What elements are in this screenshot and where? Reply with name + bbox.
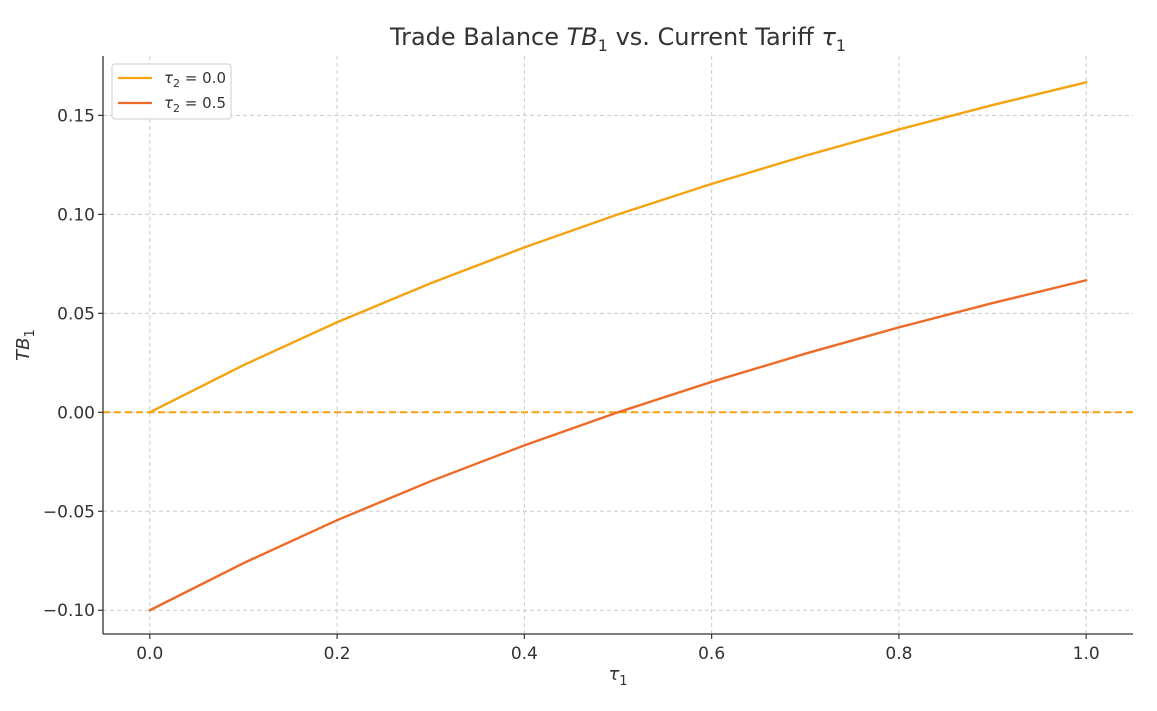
x-axis-label: τ1 bbox=[608, 664, 627, 689]
ticks: 0.0 0.2 0.4 0.6 0.8 1.0 −0.10 −0.05 0.00 0.05 0.10… bbox=[43, 106, 1100, 664]
series-group bbox=[148, 81, 1088, 612]
x-tick-label: 0.0 bbox=[136, 644, 163, 664]
legend: τ2 = 0.0 τ2 = 0.5 bbox=[111, 63, 232, 120]
x-tick-label: 0.8 bbox=[885, 644, 912, 664]
legend-label-tau2-05: τ2 = 0.5 bbox=[164, 94, 226, 115]
y-tick-label: 0.15 bbox=[57, 106, 95, 126]
x-tick-label: 0.6 bbox=[698, 644, 725, 664]
chart-title: Trade Balance TB1 vs. Current Tariff τ1 bbox=[389, 23, 846, 55]
x-tick-label: 0.4 bbox=[511, 644, 538, 664]
series-line-1 bbox=[148, 279, 1088, 612]
x-tick-label: 1.0 bbox=[1073, 644, 1100, 664]
y-tick-label: −0.10 bbox=[43, 601, 95, 621]
y-tick-label: 0.05 bbox=[57, 304, 95, 324]
legend-label-tau2-0: τ2 = 0.0 bbox=[164, 69, 226, 90]
x-tick-label: 0.2 bbox=[324, 644, 351, 664]
y-tick-label: 0.00 bbox=[57, 403, 95, 423]
series-line-0 bbox=[148, 81, 1088, 414]
y-tick-label: −0.05 bbox=[43, 502, 95, 522]
grid bbox=[103, 56, 1133, 634]
axes bbox=[102, 56, 1133, 635]
y-tick-label: 0.10 bbox=[57, 205, 95, 225]
y-axis-label: TB1 bbox=[13, 329, 38, 361]
